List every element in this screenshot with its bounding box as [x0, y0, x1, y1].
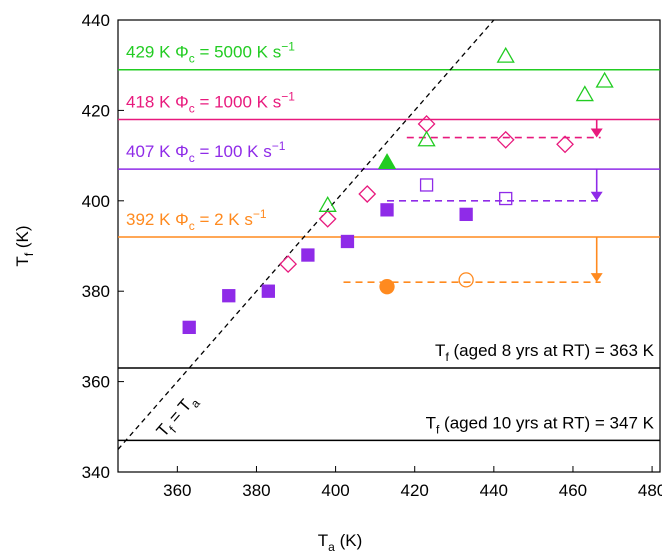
reference-label-part: c: [189, 151, 195, 165]
identity-line: [118, 20, 495, 450]
diamond-marker: [417, 115, 436, 133]
reference-label-part: c: [189, 101, 195, 115]
triangle-marker: [318, 196, 337, 212]
x-tick-label: 440: [480, 481, 508, 500]
diamond-marker: [279, 255, 298, 273]
triangle-marker: [595, 71, 614, 88]
identity-label: Tf = Ta: [153, 390, 203, 443]
y-axis-label-part: f: [22, 252, 36, 256]
reference-label: 418 K Φc = 1000 K s−1: [126, 89, 295, 115]
y-axis-label-part: (K): [13, 225, 32, 252]
arrow-head: [590, 191, 603, 201]
x-tick-label: 400: [321, 481, 349, 500]
x-tick-label: 380: [242, 481, 270, 500]
reference-label: 429 K Φc = 5000 K s−1: [126, 40, 295, 66]
square-marker: [419, 178, 434, 192]
square-marker: [222, 289, 236, 303]
reference-label-part: 429 K Φ: [126, 43, 189, 62]
reference-label-part: −1: [281, 40, 295, 54]
reference-label-part: −1: [253, 207, 267, 221]
reference-label-part: f: [445, 350, 449, 364]
x-tick-label: 420: [401, 481, 429, 500]
reference-label-part: = 5000 K s: [195, 43, 281, 62]
reference-label-part: −1: [272, 139, 286, 153]
square-marker: [459, 207, 473, 222]
reference-label-part: −1: [281, 89, 295, 103]
triangle-marker: [417, 130, 436, 147]
reference-label-part: T: [426, 413, 436, 432]
diamond-marker: [318, 209, 337, 228]
triangle-marker: [377, 153, 397, 170]
diamond-marker: [358, 185, 377, 203]
y-tick-label: 400: [82, 192, 110, 211]
reference-label-part: 418 K Φ: [126, 92, 189, 111]
triangle-marker: [575, 85, 594, 102]
reference-label-part: T: [435, 341, 445, 360]
x-tick-label: 460: [559, 481, 587, 500]
arrow: [590, 119, 603, 138]
x-tick-label: 360: [163, 481, 191, 500]
x-axis-label: Ta (K): [318, 531, 362, 554]
x-axis-label-part: T: [318, 531, 328, 550]
reference-label-part: c: [189, 219, 195, 233]
circle-marker: [379, 279, 395, 295]
square-marker: [340, 234, 355, 249]
reference-label: Tf (aged 10 yrs at RT) = 347 K: [426, 413, 655, 436]
plot-frame: [117, 19, 661, 473]
reference-label-part: = 2 K s: [195, 210, 253, 229]
reference-label-part: = 1000 K s: [195, 92, 281, 111]
reference-label: Tf (aged 8 yrs at RT) = 363 K: [435, 341, 655, 364]
reference-label-part: = 100 K s: [195, 142, 272, 161]
reference-label-part: (aged 8 yrs at RT) = 363 K: [449, 341, 655, 360]
arrow-head: [590, 128, 603, 138]
square-marker: [499, 191, 513, 206]
circle-marker: [458, 272, 474, 288]
diamond-marker: [556, 135, 574, 154]
reference-label-part: (aged 10 yrs at RT) = 347 K: [439, 413, 654, 432]
y-axis-label-part: T: [13, 256, 32, 266]
arrow-head: [590, 273, 603, 283]
reference-label: 407 K Φc = 100 K s−1: [126, 139, 286, 165]
y-tick-label: 340: [82, 463, 110, 482]
reference-label-part: f: [436, 422, 440, 436]
y-tick-label: 420: [82, 101, 110, 120]
square-marker: [301, 248, 315, 262]
reference-label-part: 392 K Φ: [126, 210, 189, 229]
square-marker: [182, 320, 196, 335]
diamond-marker: [496, 130, 515, 149]
x-axis-label-part: a: [328, 540, 335, 554]
square-marker: [261, 284, 275, 298]
square-marker: [380, 203, 394, 217]
reference-label-part: 407 K Φ: [126, 142, 189, 161]
arrow: [590, 169, 603, 201]
arrow: [590, 236, 603, 283]
y-axis-label: Tf (K): [13, 225, 36, 266]
x-tick-label: 480: [638, 481, 662, 500]
triangle-marker: [496, 46, 515, 63]
y-tick-label: 360: [82, 373, 110, 392]
y-tick-label: 440: [82, 11, 110, 30]
y-tick-label: 380: [82, 282, 110, 301]
reference-label-part: c: [189, 52, 195, 66]
reference-label: 392 K Φc = 2 K s−1: [126, 207, 267, 233]
x-axis-label-part: (K): [335, 531, 362, 550]
